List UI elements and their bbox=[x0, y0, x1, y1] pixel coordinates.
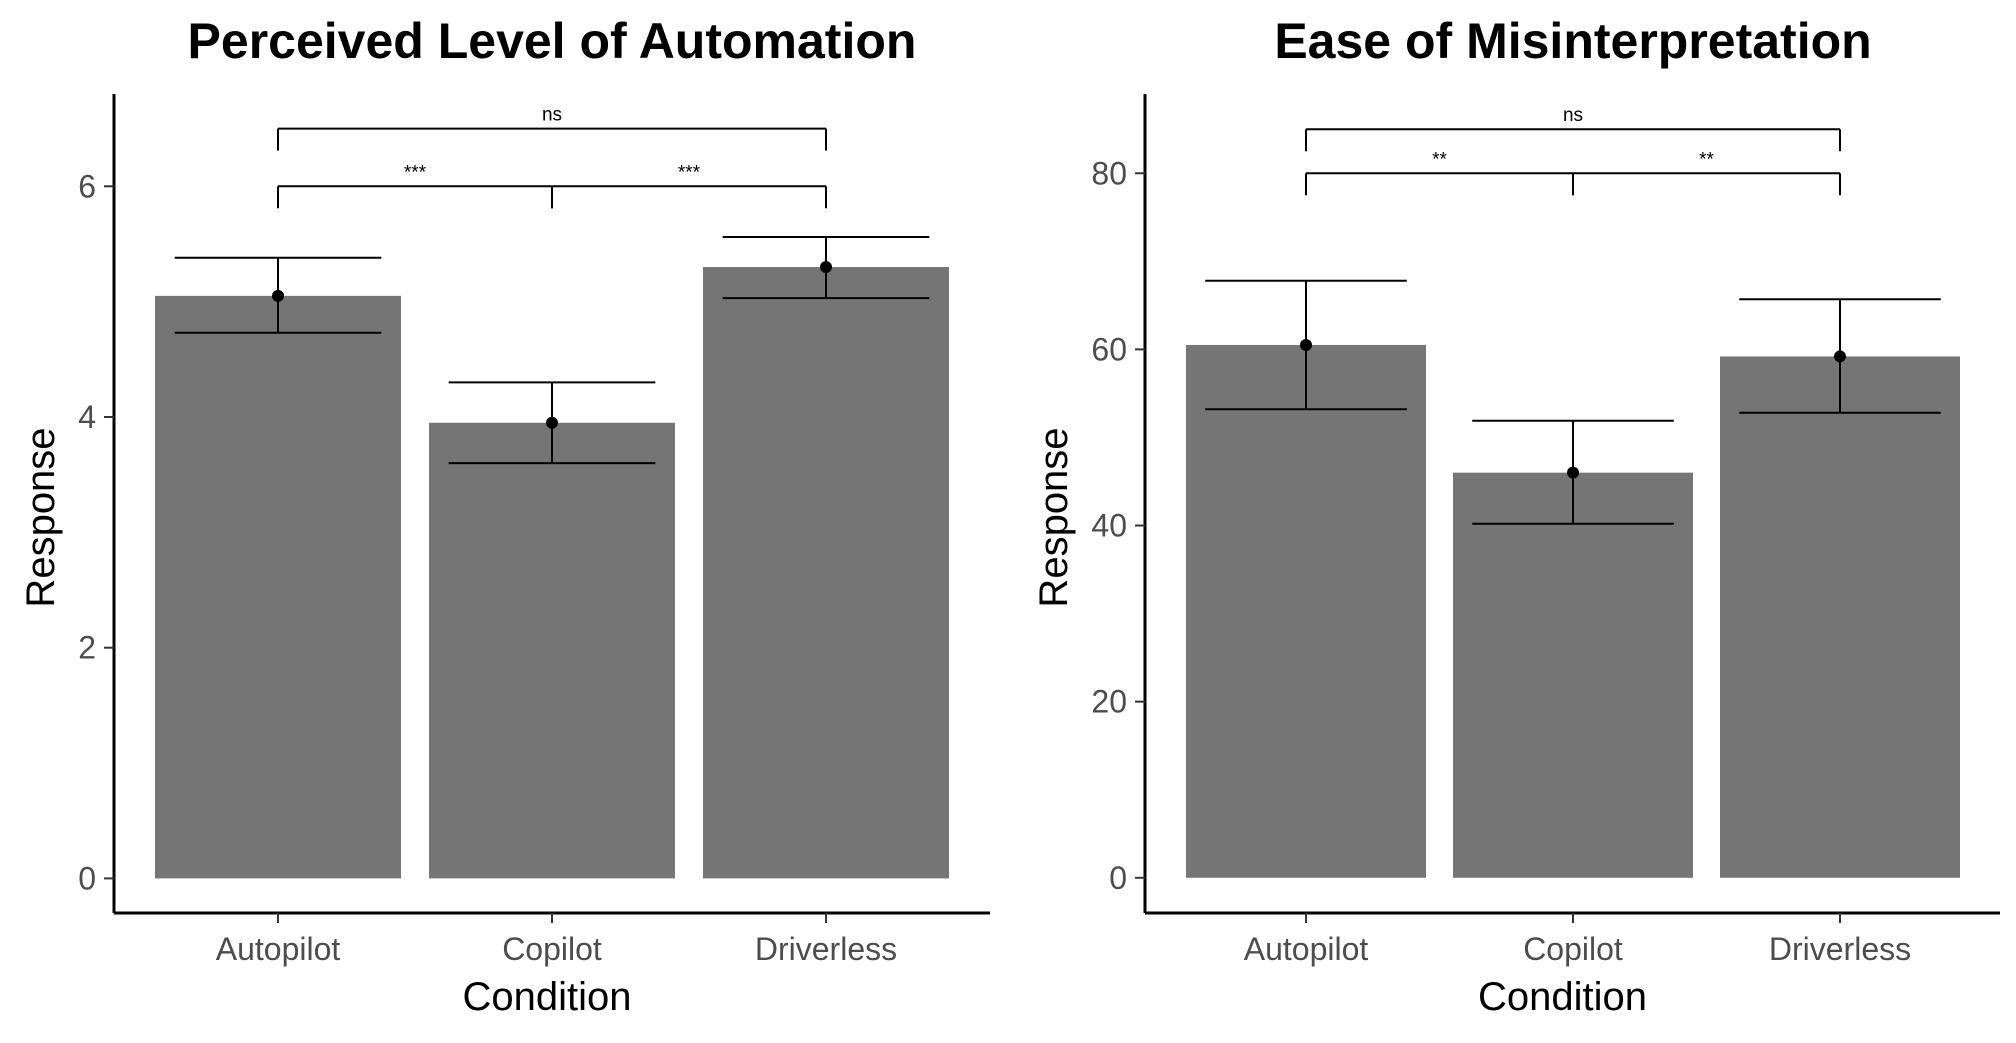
y-tick-label: 0 bbox=[78, 860, 96, 896]
bar-autopilot bbox=[155, 295, 401, 879]
significance-bracket bbox=[1305, 128, 1841, 152]
significance-label: ns bbox=[542, 105, 562, 126]
chart-panel-1: Perceived Level of Automation ns *** *** 0 2 4… bbox=[19, 13, 990, 1019]
y-tick-label: 20 bbox=[1091, 684, 1127, 720]
chart-title: Perceived Level of Automation bbox=[188, 13, 917, 69]
x-tick-label: Copilot bbox=[1523, 931, 1623, 967]
y-axis-title: Response bbox=[19, 427, 63, 607]
bar-copilot bbox=[1453, 472, 1693, 878]
significance-label: ** bbox=[1432, 149, 1447, 170]
mean-point-driverless bbox=[820, 261, 832, 274]
mean-point-copilot bbox=[1567, 466, 1579, 479]
chart-title: Ease of Misinterpretation bbox=[1274, 13, 1871, 69]
bar-driverless bbox=[1720, 356, 1960, 878]
x-tick-label: Copilot bbox=[502, 931, 602, 967]
x-tick-label: Driverless bbox=[755, 931, 897, 967]
y-tick-label: 2 bbox=[78, 630, 96, 666]
y-tick-label: 80 bbox=[1091, 155, 1127, 191]
x-tick-label: Driverless bbox=[1769, 931, 1911, 967]
y-tick-label: 60 bbox=[1091, 331, 1127, 367]
mean-point-driverless bbox=[1834, 350, 1846, 363]
y-tick-label: 40 bbox=[1091, 508, 1127, 544]
x-axis-title: Condition bbox=[1478, 975, 1647, 1019]
significance-label: *** bbox=[678, 162, 701, 183]
significance-label: ns bbox=[1563, 105, 1583, 126]
x-tick-label: Autopilot bbox=[1244, 931, 1369, 967]
y-tick-label: 6 bbox=[78, 168, 96, 204]
y-axis-title: Response bbox=[1032, 427, 1076, 607]
x-tick-label: Autopilot bbox=[216, 931, 341, 967]
mean-point-autopilot bbox=[1300, 338, 1312, 351]
significance-bracket bbox=[277, 127, 827, 151]
bar-autopilot bbox=[1186, 344, 1426, 878]
significance-bracket bbox=[551, 185, 827, 209]
bar-driverless bbox=[703, 267, 949, 879]
mean-point-autopilot bbox=[272, 289, 284, 302]
mean-point-copilot bbox=[546, 416, 558, 429]
significance-label: ** bbox=[1699, 149, 1714, 170]
significance-bracket bbox=[1305, 172, 1574, 196]
chart-panel-2: Ease of Misinterpretation ns ** ** 0 20 40 60 80… bbox=[1032, 13, 2000, 1019]
significance-label: *** bbox=[404, 162, 427, 183]
y-tick-label: 0 bbox=[1109, 860, 1127, 896]
y-tick-label: 4 bbox=[78, 399, 96, 435]
bar-copilot bbox=[429, 422, 675, 879]
significance-bracket bbox=[1572, 172, 1841, 196]
x-axis-title: Condition bbox=[462, 975, 631, 1019]
significance-bracket bbox=[277, 185, 553, 209]
